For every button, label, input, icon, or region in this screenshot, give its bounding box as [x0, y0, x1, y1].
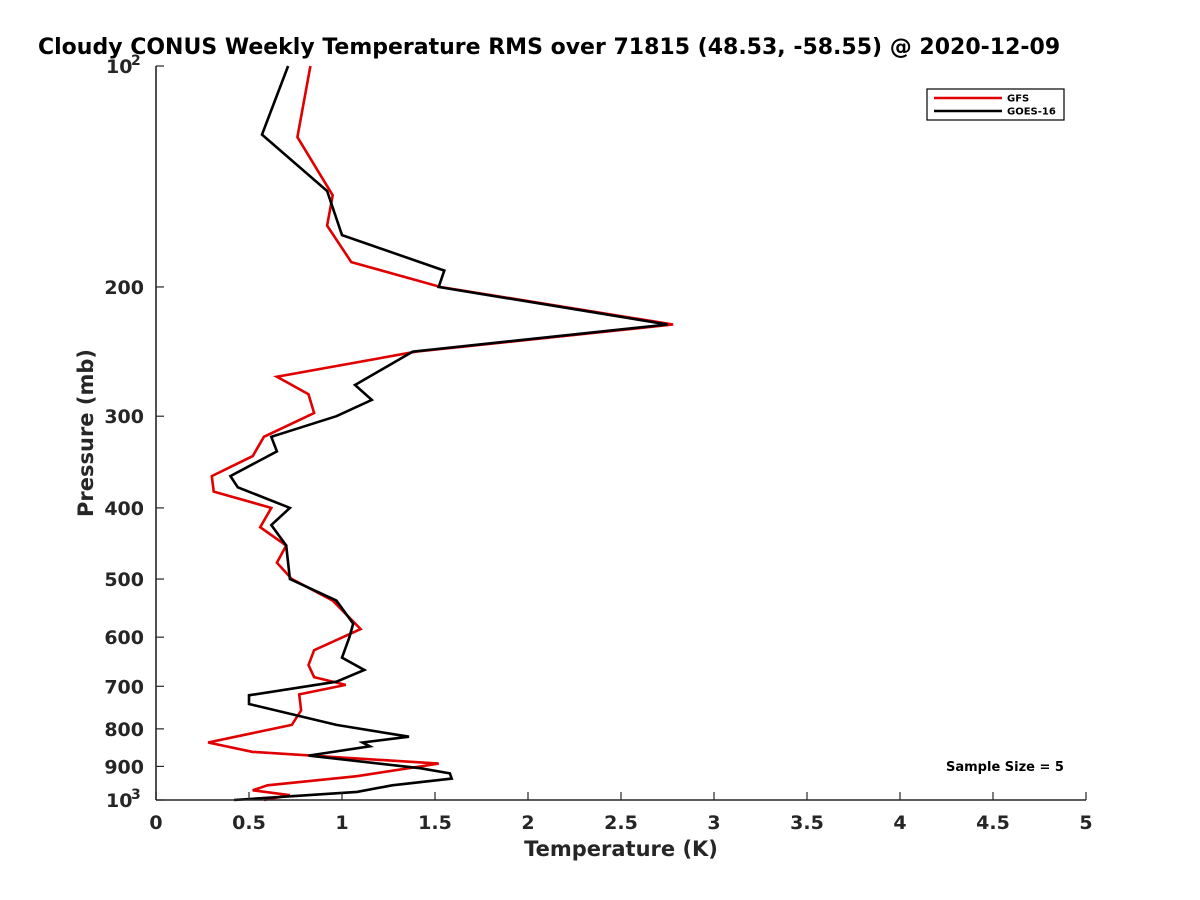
y-tick-label: 800 — [104, 719, 144, 741]
y-tick-label: 400 — [104, 498, 144, 520]
series-line-goes16 — [228, 65, 668, 802]
series-line-gfs — [207, 65, 674, 802]
y-tick-label-base: 10 — [106, 56, 132, 78]
y-tick-label-exponent: 3 — [131, 787, 141, 803]
x-tick-label: 1.5 — [418, 812, 452, 834]
y-tick-label: 300 — [104, 406, 144, 428]
y-tick-label: 102 — [106, 53, 141, 78]
y-tick-label: 600 — [104, 627, 144, 649]
sample-size-annotation: Sample Size = 5 — [946, 760, 1064, 775]
y-tick-label: 500 — [104, 569, 144, 591]
legend-label-goes16: GOES-16 — [1007, 107, 1056, 118]
x-tick-label: 2 — [521, 812, 534, 834]
x-tick-label: 0.5 — [232, 812, 266, 834]
x-tick-label: 2.5 — [604, 812, 638, 834]
axes — [155, 66, 1086, 801]
legend: GFS GOES-16 — [926, 88, 1065, 121]
x-tick-label: 4 — [893, 812, 906, 834]
x-axis-title: Temperature (K) — [524, 837, 718, 861]
x-tick-label: 4.5 — [976, 812, 1010, 834]
chart-title: Cloudy CONUS Weekly Temperature RMS over… — [38, 35, 1060, 60]
x-tick-label: 3 — [707, 812, 720, 834]
y-tick-label-base: 10 — [106, 790, 132, 812]
x-tick-label: 0 — [149, 812, 162, 834]
x-ticks: 0 0.5 1 1.5 2 2.5 3 3.5 4 4.5 5 — [149, 792, 1093, 834]
x-tick-label: 5 — [1079, 812, 1092, 834]
series-layer — [207, 65, 674, 802]
legend-label-gfs: GFS — [1007, 94, 1029, 105]
y-tick-label: 900 — [104, 756, 144, 778]
y-axis-title: Pressure (mb) — [74, 349, 98, 517]
y-tick-label: 700 — [104, 676, 144, 698]
legend-box — [926, 88, 1065, 121]
x-tick-label: 3.5 — [790, 812, 824, 834]
y-tick-label-exponent: 2 — [131, 53, 141, 69]
y-tick-label: 103 — [106, 787, 141, 812]
y-tick-label: 200 — [104, 277, 144, 299]
x-tick-label: 1 — [335, 812, 348, 834]
